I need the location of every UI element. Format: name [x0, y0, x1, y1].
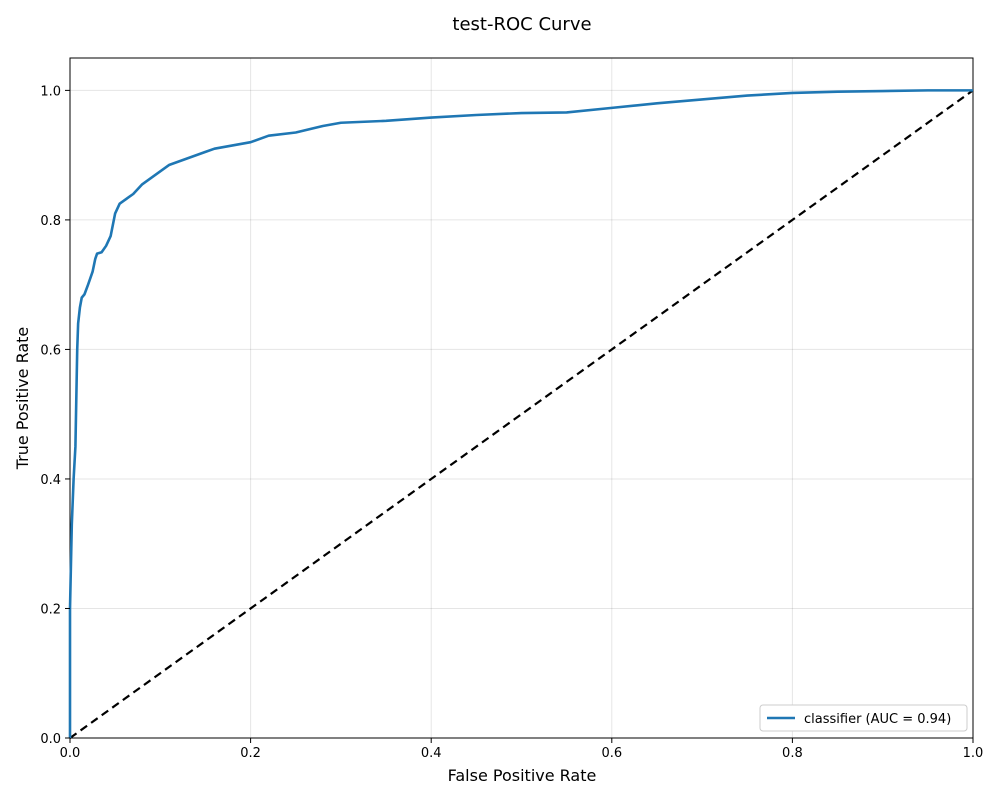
x-tick-label: 0.6	[601, 746, 622, 761]
y-tick-label: 0.2	[40, 602, 61, 617]
y-tick-label: 0.8	[40, 214, 61, 229]
y-tick-label: 1.0	[40, 84, 61, 99]
y-axis-ticks: 0.0 0.2 0.4 0.6 0.8 1.0	[40, 84, 70, 747]
x-tick-label: 0.8	[782, 746, 803, 761]
chance-diagonal-line	[69, 89, 974, 739]
y-tick-label: 0.4	[40, 473, 61, 488]
x-tick-label: 1.0	[963, 746, 984, 761]
x-axis-ticks: 0.0 0.2 0.4 0.6 0.8 1.0	[60, 738, 984, 761]
y-tick-label: 0.0	[40, 732, 61, 747]
series-layer	[68, 89, 974, 739]
x-tick-label: 0.0	[60, 746, 81, 761]
roc-curve-classifier	[68, 89, 973, 738]
plot-area-frame	[69, 57, 974, 739]
x-tick-label: 0.4	[421, 746, 442, 761]
y-axis-label: True Positive Rate	[13, 327, 32, 471]
x-axis-label: False Positive Rate	[448, 766, 597, 785]
legend-label-classifier: classifier (AUC = 0.94)	[804, 712, 951, 727]
grid	[69, 58, 974, 739]
chart-title: test-ROC Curve	[452, 14, 591, 35]
legend: classifier (AUC = 0.94)	[759, 704, 968, 732]
y-tick-label: 0.6	[40, 343, 61, 358]
x-tick-label: 0.2	[240, 746, 261, 761]
legend-box	[759, 704, 968, 732]
